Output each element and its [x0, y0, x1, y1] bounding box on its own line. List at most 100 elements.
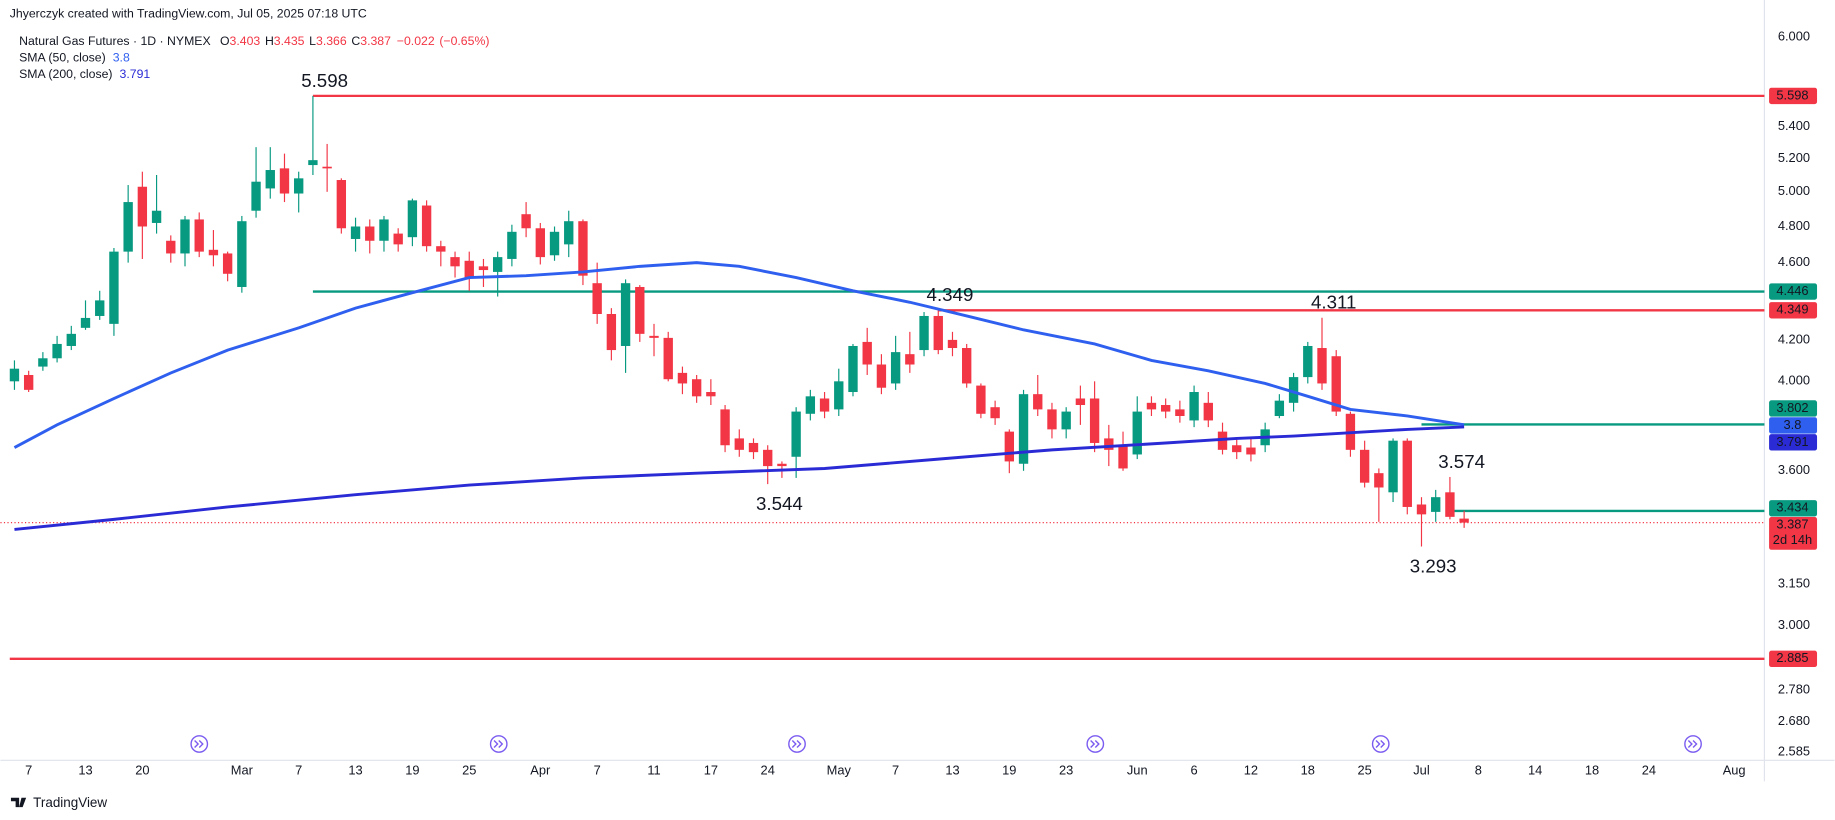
candle-body [990, 407, 1000, 419]
candle [1075, 385, 1086, 425]
legend-value: 3.791 [120, 67, 151, 81]
candle [876, 354, 887, 395]
x-tick-label: Apr [530, 762, 551, 777]
candle [123, 185, 133, 263]
candle [237, 215, 247, 293]
x-tick-label: Aug [1723, 762, 1746, 777]
candle [1146, 396, 1157, 416]
candle-body [933, 315, 943, 351]
candle-body [1018, 394, 1029, 464]
event-icon[interactable] [788, 735, 806, 753]
candle-body [876, 364, 887, 388]
candle-body [777, 463, 787, 467]
event-icon[interactable] [1684, 735, 1702, 753]
candle-body [535, 228, 545, 258]
event-icon[interactable] [1086, 735, 1105, 753]
x-tick-label: 13 [945, 762, 959, 777]
candle [890, 335, 901, 390]
candle [464, 251, 474, 291]
event-icon-glyph [194, 739, 1698, 748]
event-icon[interactable] [489, 735, 508, 753]
candle-body [294, 178, 304, 194]
x-tick-label: 8 [1475, 762, 1482, 777]
candle [1089, 381, 1100, 453]
candle-body [251, 181, 261, 211]
candle [350, 217, 361, 252]
candle [1374, 468, 1384, 522]
candle-body [1004, 431, 1015, 462]
candle-body [862, 341, 872, 365]
candle-body [336, 180, 347, 229]
candle [294, 171, 304, 213]
legend-title-line: Natural Gas Futures · 1D · NYMEX O3.403 H3… [19, 34, 489, 48]
sma-line [13, 261, 1465, 449]
candle-body [1146, 402, 1157, 410]
event-icon[interactable] [1371, 735, 1390, 753]
x-tick-label: 25 [462, 762, 476, 777]
change: −0.022 [397, 34, 435, 48]
event-icons [190, 735, 1702, 753]
candle [1189, 385, 1199, 428]
sma-line [14, 425, 1465, 531]
candle-body [350, 226, 361, 239]
candle [1118, 431, 1128, 471]
candle [763, 445, 773, 485]
candle [791, 407, 801, 478]
candle [1317, 317, 1327, 390]
candle-body [1061, 411, 1071, 430]
x-tick-label: 13 [78, 762, 92, 777]
candle [862, 327, 872, 375]
candle-body [1445, 492, 1455, 517]
candle-body [635, 286, 645, 334]
price-box-label: 4.349 [1776, 302, 1808, 317]
candle-body [365, 226, 375, 241]
candle [592, 262, 602, 324]
candle [720, 405, 730, 453]
ohlc-value: 3.435 [274, 34, 305, 48]
candle-body [1331, 356, 1341, 412]
candle [1388, 438, 1398, 503]
price-box-label: 3.387 [1776, 517, 1808, 532]
price-box-label: 3.802 [1776, 400, 1808, 415]
candle [1246, 438, 1256, 462]
candle [180, 215, 190, 267]
candle-body [947, 339, 958, 349]
candle [393, 228, 403, 252]
price-annotation: 4.311 [1311, 292, 1356, 313]
candle-body [1203, 402, 1213, 421]
candle [322, 143, 332, 192]
footer-logo: TradingView [33, 795, 107, 810]
candle [1274, 394, 1285, 419]
candle [9, 360, 20, 390]
candle-body [478, 266, 489, 271]
candle [478, 258, 489, 287]
candle-body [322, 166, 332, 169]
candle [166, 235, 176, 263]
candle [564, 210, 574, 258]
candle [95, 290, 105, 320]
candle-body [1374, 473, 1384, 488]
event-icon[interactable] [190, 735, 209, 753]
candle-body [1232, 445, 1242, 453]
candle [194, 212, 204, 258]
candle-body [1160, 405, 1171, 412]
candle-body [1416, 504, 1427, 515]
candle [1232, 438, 1242, 460]
candle [990, 400, 1000, 425]
x-tick-label: Jul [1413, 762, 1429, 777]
candle-body [720, 409, 730, 446]
candle-body [1075, 398, 1086, 406]
y-tick-label: 4.000 [1778, 373, 1810, 388]
candle-body [166, 240, 176, 254]
price-annotation: 3.544 [756, 493, 803, 514]
candle-body [976, 385, 986, 414]
price-annotation: 5.598 [301, 70, 348, 91]
candle [834, 368, 844, 416]
candle [635, 285, 645, 342]
candle [933, 310, 943, 355]
candle [1061, 407, 1071, 439]
price-box [1769, 283, 1818, 300]
candle-body [492, 257, 503, 272]
candle [450, 251, 460, 278]
y-tick-label: 2.780 [1778, 682, 1810, 697]
